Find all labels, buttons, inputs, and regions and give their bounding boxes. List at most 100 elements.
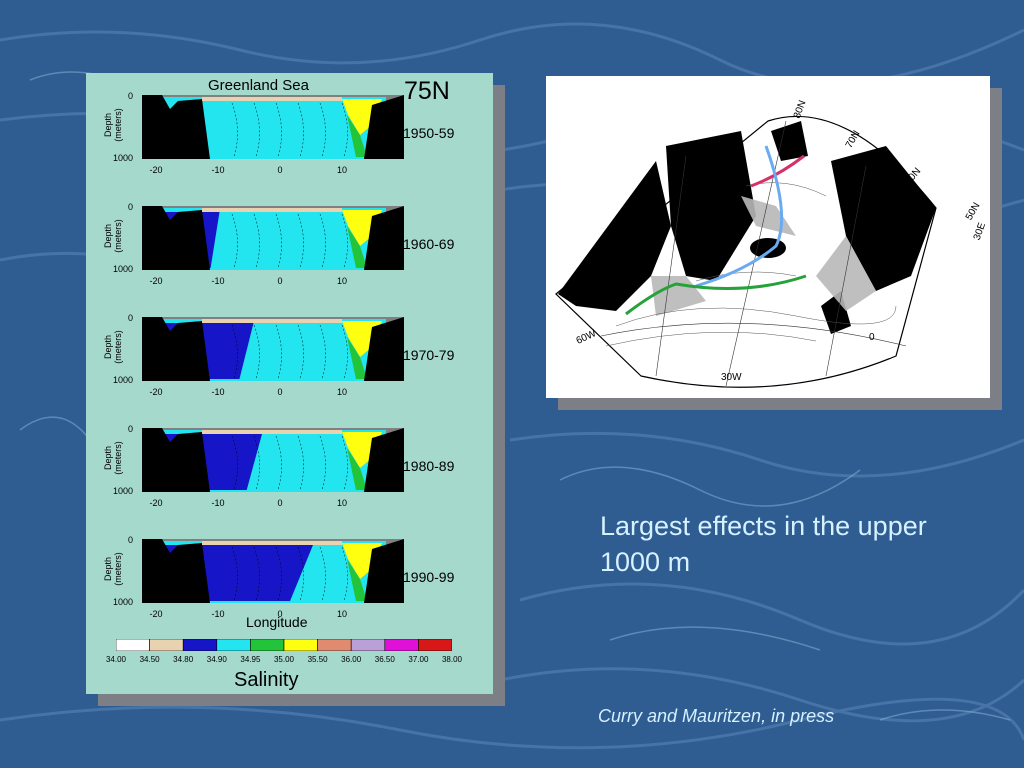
section-plot <box>142 95 404 159</box>
salinity-label: Salinity <box>234 669 299 691</box>
contour-line <box>231 435 238 491</box>
norway-shelf <box>364 95 404 159</box>
section-row-1950-59: Greenland Sea Depth (meters) 0 1000 -20 -10 0 1… <box>86 77 493 177</box>
contour-line <box>275 324 282 380</box>
section-plot <box>142 539 404 603</box>
map-label-30w: 30W <box>721 372 742 383</box>
surface-layer <box>202 430 342 434</box>
contour-line <box>231 546 238 602</box>
y-tick: 0 <box>128 535 134 545</box>
y-tick: 1000 <box>113 597 134 607</box>
x-tick: 10 <box>336 165 347 175</box>
x-tick: 10 <box>336 276 347 286</box>
contour-line <box>275 213 282 269</box>
y-axis-label: Depth (meters) <box>103 219 123 253</box>
contour-line <box>341 102 348 158</box>
greenland-landmass <box>666 131 756 281</box>
section-title: Greenland Sea <box>208 77 309 94</box>
decade-label: 1960-69 <box>403 236 455 252</box>
section-plot <box>142 428 404 492</box>
contour-line <box>231 324 238 380</box>
contour-line <box>253 102 260 158</box>
colorbar-segment <box>182 639 218 651</box>
contour-line <box>231 213 238 269</box>
y-tick: 1000 <box>113 153 134 163</box>
norway-shelf <box>364 539 404 603</box>
x-tick: 0 <box>277 498 283 508</box>
section-row-1990-99: Depth (meters) 0 1000 -20 -10 0 10 1990-99 <box>86 521 493 621</box>
colorbar-tick: 35.50 <box>307 655 328 664</box>
contour-line <box>297 546 304 602</box>
colorbar-segment <box>283 639 318 651</box>
y-axis-label: Depth (meters) <box>103 552 123 586</box>
x-tick: -10 <box>211 276 225 286</box>
contour-line <box>275 546 282 602</box>
contour-line <box>341 213 348 269</box>
south-section-line <box>625 274 807 316</box>
x-tick: 0 <box>277 609 283 619</box>
surface-layer <box>202 319 342 323</box>
surface-layer <box>202 541 342 545</box>
contour-line <box>253 324 260 380</box>
transition-fill <box>347 337 367 379</box>
section-row-1960-69: Depth (meters) 0 1000 -20 -10 0 10 1960-69 <box>86 188 493 288</box>
colorbar-segment <box>216 639 251 651</box>
x-tick: -10 <box>211 609 225 619</box>
salinity-colorbar <box>116 639 452 651</box>
x-tick: -10 <box>211 498 225 508</box>
section-row-1970-79: Depth (meters) 0 1000 -20 -10 0 10 1970-79 <box>86 299 493 399</box>
y-axis-label: Depth (meters) <box>103 330 123 364</box>
map-panel: 80N 70N 60N 50N 30E 0 30W 60W <box>546 76 990 398</box>
decade-label: 1950-59 <box>403 125 455 141</box>
north-section-line <box>750 154 805 188</box>
x-axis-label: Longitude <box>246 614 308 630</box>
decade-label: 1970-79 <box>403 347 455 363</box>
x-tick: -20 <box>149 498 163 508</box>
citation: Curry and Mauritzen, in press <box>598 706 835 726</box>
north-atlantic-map <box>555 115 937 388</box>
y-tick: 1000 <box>113 375 134 385</box>
colorbar-segment <box>250 639 285 651</box>
contour-line <box>341 324 348 380</box>
x-tick: -20 <box>149 387 163 397</box>
section-plot <box>142 206 404 270</box>
contour-line <box>253 213 260 269</box>
colorbar-tick: 34.80 <box>173 655 194 664</box>
norway-shelf <box>364 206 404 270</box>
colorbar-tick: 34.00 <box>105 655 127 664</box>
contour-line <box>341 435 348 491</box>
greenland-shelf <box>142 95 210 159</box>
greenland-shelf <box>142 539 210 603</box>
section-plot <box>142 317 404 381</box>
contour-line <box>275 102 282 158</box>
colorbar-segment <box>418 639 452 651</box>
svalbard-landmass <box>771 121 808 161</box>
contour-line <box>231 102 238 158</box>
x-tick: 0 <box>277 165 283 175</box>
transition-fill <box>347 226 367 268</box>
colorbar-tick: 34.95 <box>240 655 261 664</box>
contour-line <box>319 435 326 491</box>
contour-line <box>253 435 260 491</box>
colorbar-tick: 38.00 <box>441 655 463 664</box>
colorbar-tick: 35.00 <box>273 655 295 664</box>
y-axis-label: Depth (meters) <box>103 108 123 142</box>
x-tick: 10 <box>336 498 347 508</box>
surface-layer <box>202 97 342 101</box>
contour-line <box>297 324 304 380</box>
transition-fill <box>347 448 367 490</box>
salinity-sections-panel: 75N Greenland Sea Depth (meters) 0 1000 -20-… <box>86 73 493 694</box>
scandinavia-landmass <box>831 146 936 291</box>
x-tick: 0 <box>277 276 283 286</box>
y-tick: 0 <box>128 91 134 101</box>
contour-line <box>319 102 326 158</box>
contour-line <box>297 102 304 158</box>
greenland-shelf <box>142 428 210 492</box>
map-label-0: 0 <box>869 332 875 343</box>
y-tick: 1000 <box>113 264 134 274</box>
colorbar-segment <box>149 639 184 651</box>
colorbar-segment <box>116 639 150 651</box>
colorbar-segment <box>317 639 352 651</box>
colorbar-tick: 37.00 <box>408 655 429 664</box>
key-message: Largest effects in the upper 1000 m <box>600 511 927 577</box>
